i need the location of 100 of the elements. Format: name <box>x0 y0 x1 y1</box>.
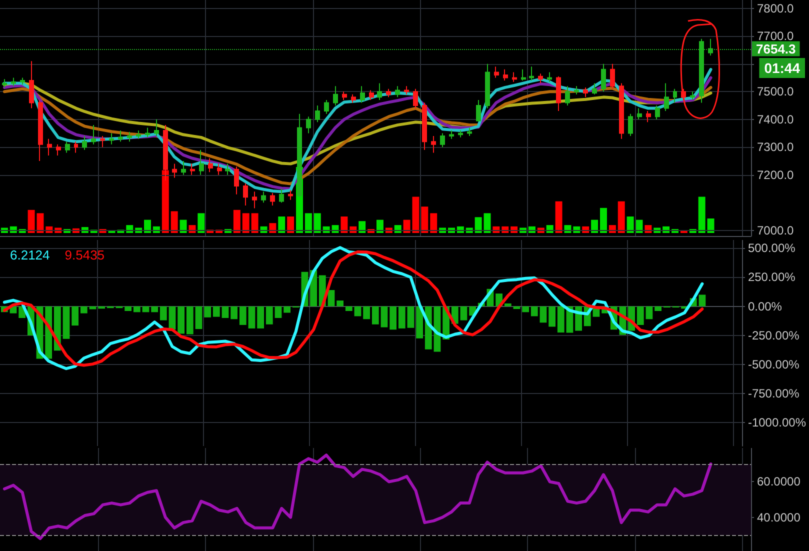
candlestick <box>324 99 329 114</box>
candlestick <box>91 124 96 145</box>
bar <box>416 306 424 338</box>
y-tick-label: 0.00% <box>748 299 782 314</box>
candlestick <box>20 77 25 86</box>
candlestick <box>136 130 141 140</box>
candlestick <box>306 116 311 134</box>
line-series <box>2 454 712 540</box>
y-tick-label: -1000.00% <box>748 416 806 430</box>
y-tick-label: 7000.0 <box>757 223 794 238</box>
bar <box>548 306 556 327</box>
candlestick <box>145 127 150 138</box>
text: 6.2124 <box>10 248 50 262</box>
bar <box>557 306 564 333</box>
candlestick <box>404 86 409 95</box>
bar <box>358 221 366 233</box>
bar <box>618 201 625 233</box>
candlestick <box>637 108 642 120</box>
y-tick-label: 40.0000 <box>757 510 801 524</box>
bar <box>698 196 706 233</box>
y-tick-label: 7400.0 <box>757 112 794 126</box>
bar <box>707 218 714 233</box>
y-tick-label: 7700.0 <box>757 29 794 44</box>
bar <box>204 306 212 318</box>
candlestick <box>342 91 347 100</box>
y-tick-label: -250.00% <box>748 328 800 342</box>
candlestick <box>154 118 159 137</box>
candlestick <box>431 136 436 154</box>
bar <box>230 306 238 320</box>
y-tick-label: -500.00% <box>748 358 800 372</box>
candlestick <box>646 110 651 123</box>
bar <box>636 306 644 325</box>
candlestick <box>476 99 481 122</box>
bar <box>72 306 79 326</box>
bar <box>522 306 529 312</box>
bar <box>304 213 312 233</box>
bar <box>257 306 264 328</box>
text: 01:44 <box>764 60 800 76</box>
candlestick <box>467 127 472 137</box>
bar <box>407 306 414 328</box>
candlestick <box>65 141 70 154</box>
bar <box>144 220 152 233</box>
candlestick <box>279 188 284 204</box>
candlestick <box>56 144 61 156</box>
bar <box>269 223 276 233</box>
candlestick <box>118 130 123 142</box>
y-tick-label: 7800.0 <box>757 1 794 16</box>
bar <box>248 306 256 328</box>
candlestick <box>333 86 338 106</box>
bar <box>646 306 653 320</box>
candlestick <box>386 88 391 98</box>
candlestick <box>449 130 454 140</box>
candlestick <box>565 86 570 106</box>
candlestick <box>673 88 677 104</box>
bar <box>354 306 362 316</box>
bar <box>654 306 662 311</box>
bar <box>160 306 167 320</box>
y-tick-label: 7500.0 <box>757 84 794 99</box>
bar <box>345 306 352 311</box>
bar <box>170 211 178 233</box>
bar <box>530 306 538 316</box>
y-tick-label: 7300.0 <box>757 140 794 154</box>
candlestick <box>395 86 400 98</box>
bar <box>180 220 187 233</box>
bar <box>626 216 634 233</box>
candlestick <box>422 102 427 150</box>
candlestick <box>708 38 713 56</box>
bar <box>504 303 512 306</box>
bar <box>421 206 428 233</box>
bar <box>80 306 88 314</box>
candlestick <box>252 191 257 209</box>
bar <box>328 290 335 306</box>
candlestick <box>109 132 114 145</box>
candlestick <box>494 66 499 78</box>
bar <box>239 306 246 325</box>
bar <box>133 306 140 312</box>
bar <box>363 306 370 320</box>
bar <box>430 213 438 233</box>
candlestick <box>217 163 222 176</box>
candlestick <box>503 68 508 82</box>
bar <box>186 306 194 334</box>
bar <box>278 216 286 233</box>
candlestick <box>243 182 248 206</box>
candlestick <box>529 66 534 82</box>
candlestick <box>699 38 704 104</box>
candlestick <box>413 88 418 109</box>
candlestick <box>100 136 105 148</box>
y-tick-label: 500.00% <box>748 241 796 256</box>
candlestick <box>234 166 239 195</box>
bar <box>251 213 258 233</box>
bar <box>274 306 282 318</box>
candlestick <box>512 72 517 82</box>
candlestick <box>47 138 52 156</box>
y-tick-label: 60.0000 <box>757 474 801 489</box>
candlestick <box>610 63 615 90</box>
candlestick <box>628 113 633 137</box>
y-tick-label: 250.00% <box>748 270 796 284</box>
bar <box>380 306 388 328</box>
candlestick <box>74 141 78 154</box>
bar <box>376 220 384 233</box>
